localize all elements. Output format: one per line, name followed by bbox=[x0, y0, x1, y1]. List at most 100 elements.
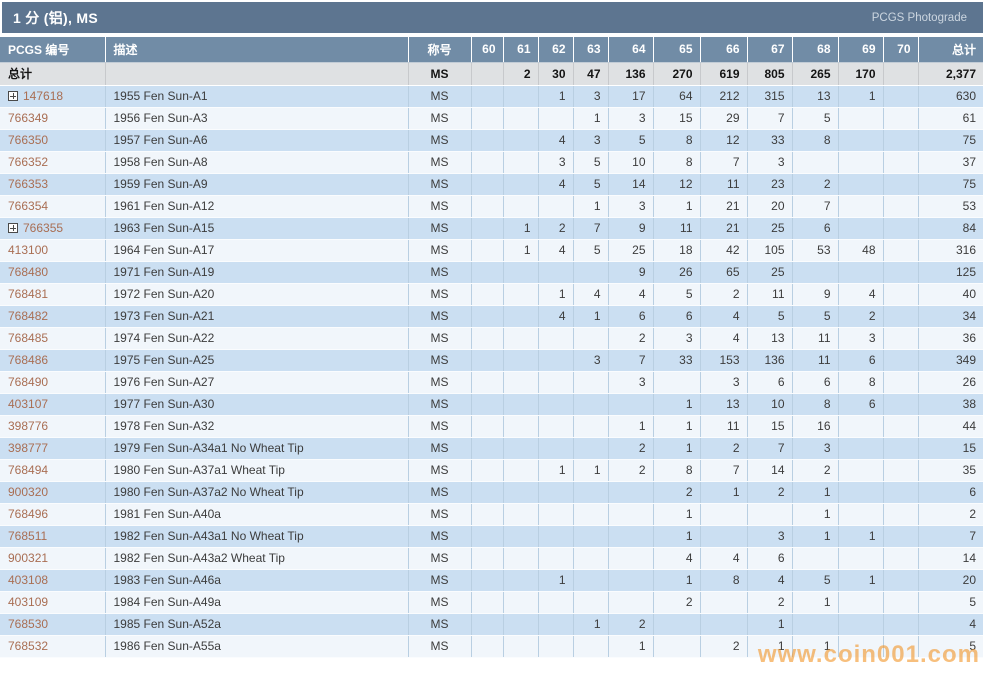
column-header-62: 62 bbox=[538, 37, 574, 63]
grade-60-cell bbox=[471, 195, 504, 218]
grade-60-cell bbox=[471, 481, 504, 504]
grade-66-cell: 12 bbox=[700, 129, 748, 152]
grade-65-cell: 2 bbox=[653, 481, 701, 504]
pcgs-number-link[interactable]: 768480 bbox=[8, 265, 49, 279]
description-cell: 1986 Fen Sun-A55a bbox=[105, 635, 409, 658]
grade-67-cell: 23 bbox=[747, 173, 793, 196]
grade-62-cell bbox=[538, 195, 574, 218]
description-cell: 1963 Fen Sun-A15 bbox=[105, 217, 409, 240]
pcgs-number-link[interactable]: 766352 bbox=[8, 155, 49, 169]
grade-67-cell: 1 bbox=[747, 635, 793, 658]
header-row: PCGS 编号 描述 称号 60 61 62 63 64 65 66 67 68 69 70 总计 bbox=[0, 37, 983, 63]
grade-61-cell bbox=[503, 635, 539, 658]
pcgs-number-link[interactable]: 398777 bbox=[8, 441, 49, 455]
description-cell: 1959 Fen Sun-A9 bbox=[105, 173, 409, 196]
grade-62-cell bbox=[538, 481, 574, 504]
pcgs-number-link[interactable]: 768511 bbox=[8, 529, 48, 543]
grade-64-cell: 14 bbox=[608, 173, 654, 196]
pcgs-number-link[interactable]: 768496 bbox=[8, 507, 49, 521]
grade-61-cell bbox=[503, 613, 539, 636]
grade-69-cell bbox=[838, 635, 884, 658]
pcgs-number-link[interactable]: 147618 bbox=[23, 89, 64, 103]
designation-cell: MS bbox=[408, 547, 472, 570]
pcgs-number-link[interactable]: 768481 bbox=[8, 287, 49, 301]
designation-cell: MS bbox=[408, 217, 472, 240]
grade-63-cell bbox=[573, 481, 609, 504]
grade-69-cell bbox=[838, 151, 884, 174]
totals-label: 总计 bbox=[8, 67, 33, 81]
description-cell: 1957 Fen Sun-A6 bbox=[105, 129, 409, 152]
row-total-cell: 5 bbox=[918, 635, 983, 658]
row-total-cell: 75 bbox=[918, 173, 983, 196]
designation-cell: MS bbox=[408, 503, 472, 526]
grade-70-cell bbox=[883, 481, 919, 504]
pcgs-number-link[interactable]: 900321 bbox=[8, 551, 49, 565]
grade-70-cell bbox=[883, 129, 919, 152]
grade-60-cell bbox=[471, 591, 504, 614]
pcgs-number-link[interactable]: 403107 bbox=[8, 397, 49, 411]
pcgs-number-link[interactable]: 403109 bbox=[8, 595, 49, 609]
row-total-cell: 14 bbox=[918, 547, 983, 570]
grade-64-cell: 5 bbox=[608, 129, 654, 152]
grade-61-cell bbox=[503, 437, 539, 460]
grade-65-cell: 12 bbox=[653, 173, 701, 196]
description-cell: 1956 Fen Sun-A3 bbox=[105, 107, 409, 130]
pcgs-number-link[interactable]: 768485 bbox=[8, 331, 49, 345]
row-total-cell: 125 bbox=[918, 261, 983, 284]
pcgs-number-link[interactable]: 766349 bbox=[8, 111, 49, 125]
grade-63-cell: 5 bbox=[573, 151, 609, 174]
description-cell: 1971 Fen Sun-A19 bbox=[105, 261, 409, 284]
grade-66-cell: 8 bbox=[700, 569, 748, 592]
column-header-pcgs-no: PCGS 编号 bbox=[0, 37, 106, 63]
description-cell: 1981 Fen Sun-A40a bbox=[105, 503, 409, 526]
pcgs-number-link[interactable]: 766353 bbox=[8, 177, 49, 191]
grade-65-cell: 11 bbox=[653, 217, 701, 240]
grade-66-cell: 7 bbox=[700, 151, 748, 174]
column-header-70: 70 bbox=[883, 37, 919, 63]
pcgs-number-link[interactable]: 403108 bbox=[8, 573, 49, 587]
grade-64-cell: 6 bbox=[608, 305, 654, 328]
pcgs-number-link[interactable]: 413100 bbox=[8, 243, 49, 257]
pcgs-number-link[interactable]: 766350 bbox=[8, 133, 49, 147]
grade-69-cell bbox=[838, 613, 884, 636]
pcgs-photograde-link[interactable]: PCGS Photograde bbox=[871, 11, 967, 24]
expand-plus-icon[interactable] bbox=[8, 91, 18, 101]
grade-70-cell bbox=[883, 503, 919, 526]
grade-70-cell bbox=[883, 459, 919, 482]
grade-68-cell: 8 bbox=[792, 129, 839, 152]
row-total-cell: 630 bbox=[918, 85, 983, 108]
grade-70-cell bbox=[883, 62, 919, 86]
grade-65-cell: 64 bbox=[653, 85, 701, 108]
grade-63-cell bbox=[573, 503, 609, 526]
pcgs-number-link[interactable]: 768530 bbox=[8, 617, 49, 631]
column-header-68: 68 bbox=[792, 37, 839, 63]
grade-70-cell bbox=[883, 635, 919, 658]
pcgs-number-link[interactable]: 768532 bbox=[8, 639, 49, 653]
pcgs-number-link[interactable]: 398776 bbox=[8, 419, 49, 433]
pcgs-number-link[interactable]: 900320 bbox=[8, 485, 49, 499]
grade-67-cell: 136 bbox=[747, 349, 793, 372]
table-row: 768486 1975 Fen Sun-A25 MS 3 7 33 153 136 11 6 349 bbox=[0, 349, 983, 372]
pcgs-number-link[interactable]: 768490 bbox=[8, 375, 49, 389]
grade-66-cell: 153 bbox=[700, 349, 748, 372]
grade-62-cell bbox=[538, 613, 574, 636]
grade-60-cell bbox=[471, 393, 504, 416]
pcgs-number-link[interactable]: 768486 bbox=[8, 353, 49, 367]
pcgs-number-link[interactable]: 768482 bbox=[8, 309, 49, 323]
pcgs-number-link[interactable]: 768494 bbox=[8, 463, 49, 477]
grade-62-cell: 4 bbox=[538, 173, 574, 196]
row-total-cell: 2,377 bbox=[918, 62, 983, 86]
grade-67-cell: 11 bbox=[747, 283, 793, 306]
grade-64-cell: 1 bbox=[608, 635, 654, 658]
pcgs-number-link[interactable]: 766355 bbox=[23, 221, 64, 235]
table-row: 768482 1973 Fen Sun-A21 MS 4 1 6 6 4 5 5 2 34 bbox=[0, 305, 983, 328]
column-header-60: 60 bbox=[471, 37, 504, 63]
grade-60-cell bbox=[471, 503, 504, 526]
description-cell: 1979 Fen Sun-A34a1 No Wheat Tip bbox=[105, 437, 409, 460]
grade-60-cell bbox=[471, 415, 504, 438]
grade-63-cell bbox=[573, 393, 609, 416]
pcgs-number-link[interactable]: 766354 bbox=[8, 199, 49, 213]
expand-plus-icon[interactable] bbox=[8, 223, 18, 233]
grade-64-cell: 9 bbox=[608, 217, 654, 240]
grade-65-cell: 1 bbox=[653, 503, 701, 526]
